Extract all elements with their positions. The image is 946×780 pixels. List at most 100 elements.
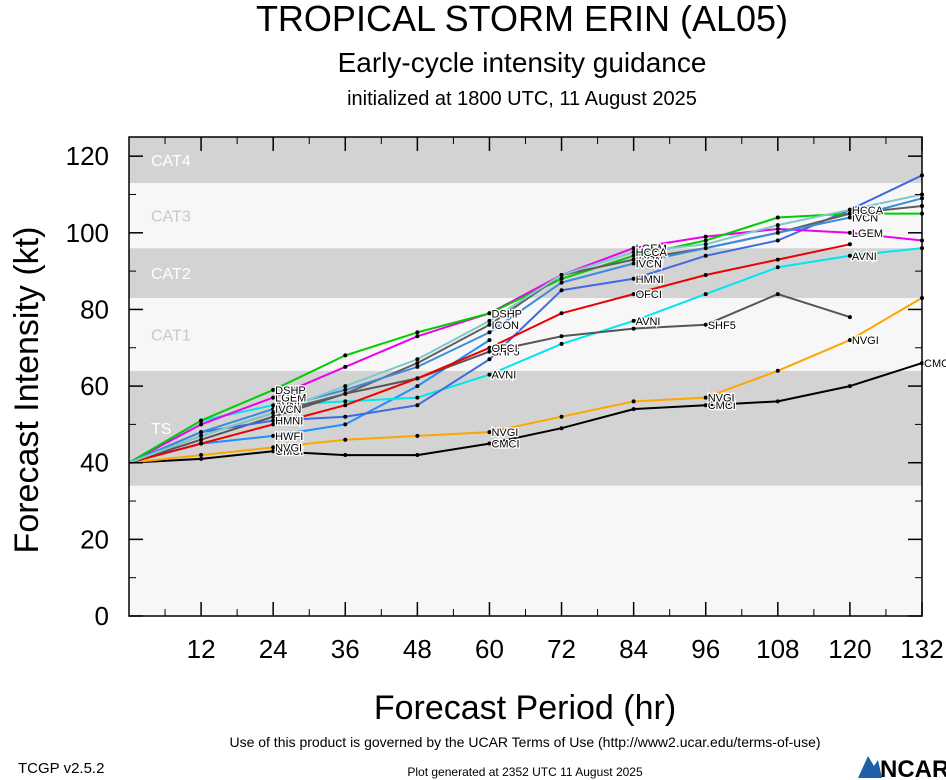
data-point-icon <box>847 211 852 216</box>
series-label-icon: ICON <box>636 255 664 267</box>
series-label-hwfi: HWFI <box>275 431 303 443</box>
data-point-shf5 <box>703 322 708 327</box>
data-point-cmci <box>775 399 780 404</box>
x-tick-label: 120 <box>828 634 871 664</box>
series-line-cmci <box>128 362 923 464</box>
data-point-shf5 <box>847 315 852 320</box>
data-point-lgem <box>199 422 204 427</box>
data-point-nvgi <box>487 430 492 435</box>
data-point-dshp <box>487 311 492 316</box>
data-point-ivcn <box>631 261 636 266</box>
series-label-ivcn: IVCN <box>275 404 301 416</box>
data-point-hmni <box>487 357 492 362</box>
data-point-hcca <box>559 272 564 277</box>
data-point-lgem <box>775 226 780 231</box>
data-point-ivcn <box>847 215 852 220</box>
data-point-lgem <box>343 364 348 369</box>
data-point-cmci <box>559 426 564 431</box>
x-tick-label: 24 <box>259 634 288 664</box>
data-point-dshp <box>343 353 348 358</box>
data-point-hcca <box>703 242 708 247</box>
series-label-icon: ICON <box>491 320 519 332</box>
series-label-avni: AVNI <box>491 370 516 382</box>
data-point-icon <box>343 391 348 396</box>
data-point-ofci <box>415 376 420 381</box>
data-point-hwfi <box>487 338 492 343</box>
series-label-hcca: HCCA <box>852 205 884 217</box>
y-tick-label: 120 <box>66 141 109 171</box>
data-point-avni <box>703 292 708 297</box>
data-point-hmni <box>775 238 780 243</box>
data-point-ivcn <box>199 430 204 435</box>
data-point-ivcn <box>271 407 276 412</box>
series-label-hmni: HMNI <box>636 274 664 286</box>
data-point-avni <box>487 372 492 377</box>
data-point-ivcn <box>775 230 780 235</box>
data-point-dshp <box>559 276 564 281</box>
data-point-cmci <box>703 403 708 408</box>
band-ts <box>129 370 922 486</box>
data-point-lgem <box>703 234 708 239</box>
data-point-shf5 <box>271 414 276 419</box>
band-cat4 <box>129 137 922 183</box>
y-tick-label: 0 <box>95 601 109 631</box>
data-point-hcca <box>847 207 852 212</box>
data-point-shf5 <box>775 292 780 297</box>
series-label-avni: AVNI <box>852 251 877 263</box>
series-label-avni: AVNI <box>636 316 661 328</box>
series-line-ivcn <box>128 197 923 464</box>
ncar-logo-text: NCAR <box>880 756 946 780</box>
data-point-nvgi <box>703 395 708 400</box>
band-label-ts: TS <box>151 421 171 438</box>
x-tick-label: 60 <box>475 634 504 664</box>
data-point-lgem <box>847 230 852 235</box>
series-label-cmci: CMCI <box>924 358 946 370</box>
data-point-cmci <box>487 441 492 446</box>
data-point-ivcn <box>415 364 420 369</box>
series-label-ivcn: IVCN <box>636 258 662 270</box>
data-point-avni <box>343 399 348 404</box>
data-point-dshp <box>415 330 420 335</box>
ncar-logo: NCAR <box>858 756 946 780</box>
data-point-ivcn <box>487 330 492 335</box>
series-ivcn <box>128 196 924 464</box>
data-point-ofci <box>631 292 636 297</box>
version-label: TCGP v2.5.2 <box>18 760 104 777</box>
data-point-ofci <box>199 441 204 446</box>
data-point-nvgi <box>271 445 276 450</box>
data-point-hcca <box>775 223 780 228</box>
x-tick-label: 12 <box>187 634 216 664</box>
chart-title: TROPICAL STORM ERIN (AL05) <box>256 0 788 39</box>
data-point-lgem <box>271 395 276 400</box>
series-label-nvgi: NVGI <box>275 442 302 454</box>
data-point-shf5 <box>199 437 204 442</box>
data-point-ofci <box>271 422 276 427</box>
x-tick-label: 36 <box>331 634 360 664</box>
data-point-ivcn <box>703 246 708 251</box>
series-label-shf5: SHF5 <box>491 347 519 359</box>
series-label-dshp: DSHP <box>852 209 883 221</box>
data-point-ofci <box>343 403 348 408</box>
x-axis-label: Forecast Period (hr) <box>374 689 676 727</box>
series-label-hcca: HCCA <box>636 247 668 259</box>
series-line-dshp <box>128 212 922 464</box>
data-point-icon <box>487 322 492 327</box>
data-point-nvgi <box>559 414 564 419</box>
data-point-shf5 <box>631 326 636 331</box>
series-label-nvgi: NVGI <box>491 427 518 439</box>
data-point-nvgi <box>199 453 204 458</box>
data-point-nvgi <box>631 399 636 404</box>
data-point-ofci <box>703 272 708 277</box>
series-label-dshp: DSHP <box>275 385 306 397</box>
y-tick-label: 80 <box>80 294 109 324</box>
data-point-hcca <box>631 249 636 254</box>
data-point-ofci <box>847 242 852 247</box>
axis-ticks: 12 24 36 48 60 72 84 96 108 120 132 0 20 40 60 80 100 120 <box>66 137 944 664</box>
band-label-cat3: CAT3 <box>151 209 191 226</box>
series-hmni <box>128 173 924 464</box>
data-point-nvgi <box>343 437 348 442</box>
x-tick-label: 132 <box>900 634 943 664</box>
y-tick-label: 100 <box>66 218 109 248</box>
series-layer <box>128 173 924 464</box>
